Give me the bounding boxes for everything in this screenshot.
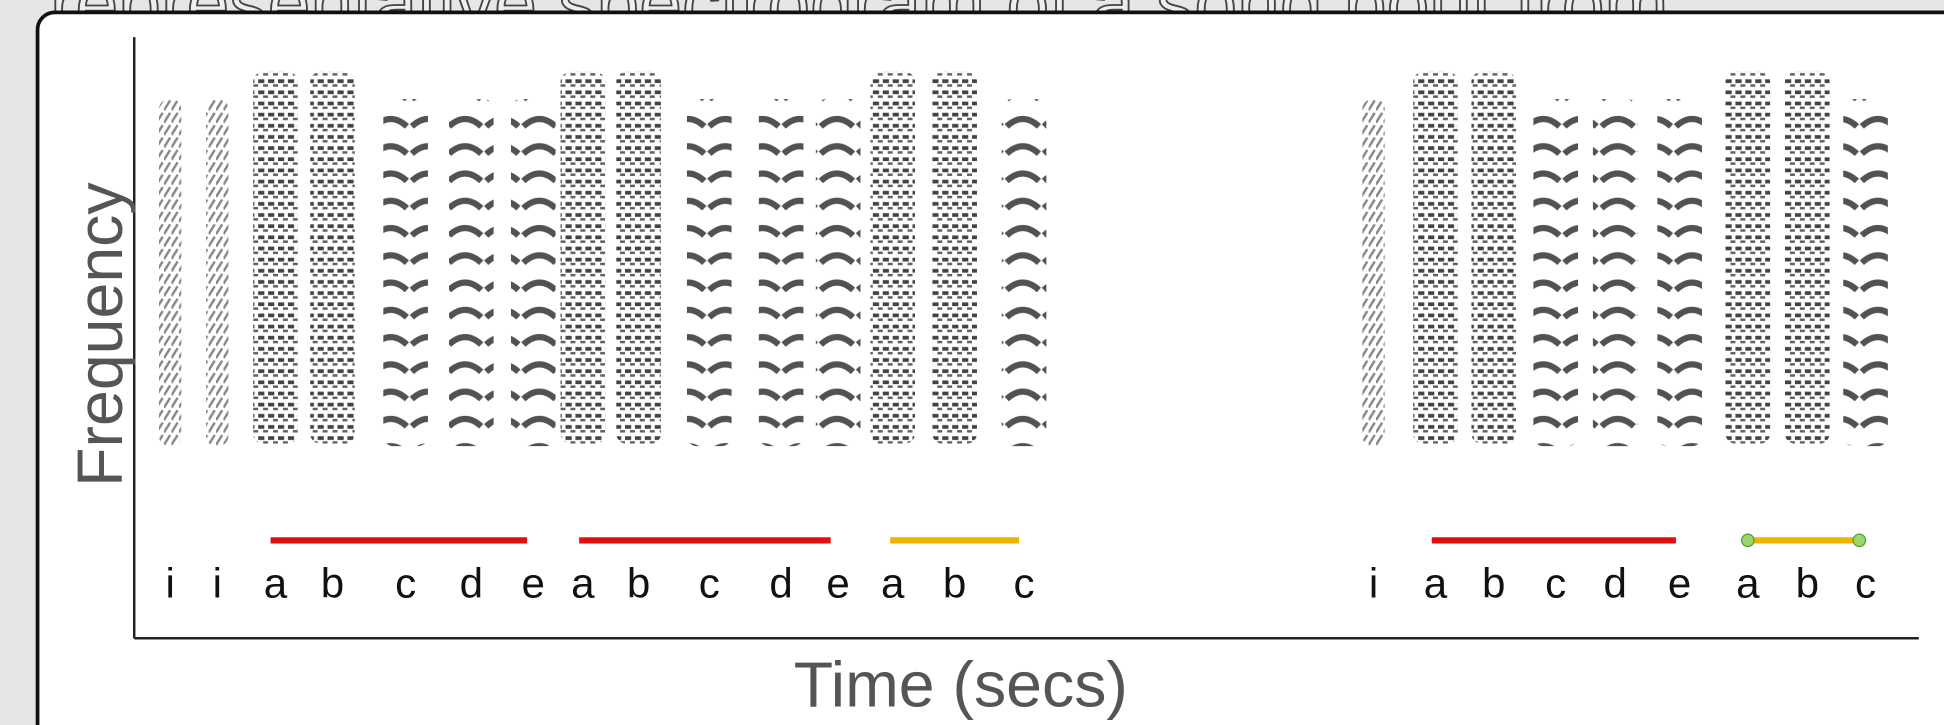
syllable-label: a [881, 559, 905, 606]
syllable-label: c [395, 559, 416, 606]
syllable-spectrum [1657, 99, 1702, 447]
syllable-spectrum [1533, 99, 1579, 447]
syllable-label: e [522, 559, 545, 606]
syllable-label: b [1482, 559, 1505, 606]
syllable-spectrum [449, 99, 494, 447]
syllable-spectrum [1362, 99, 1385, 447]
syllable-spectrum [159, 99, 182, 447]
syllable-spectrum [510, 99, 556, 447]
x-axis-label: Time (secs) [794, 648, 1128, 720]
syllable-label: c [699, 559, 720, 606]
syllable-label: b [1796, 559, 1819, 606]
syllable-spectrum [1471, 71, 1517, 444]
syllable-label: e [826, 559, 849, 606]
syllable-label: a [571, 559, 595, 606]
syllable-spectrum [1413, 71, 1458, 444]
syllable-label: c [1855, 559, 1876, 606]
syllable-label: i [165, 559, 174, 606]
y-axis-label: Frequency [64, 182, 136, 487]
syllable-spectrum [758, 99, 804, 447]
syllable-label: d [1603, 559, 1626, 606]
syllable-spectrum [686, 99, 732, 447]
syllable-label: b [321, 559, 344, 606]
syllable-spectrum [1784, 71, 1830, 444]
handle[interactable] [1740, 533, 1755, 548]
syllable-spectrum [383, 99, 428, 447]
syllable-spectrum [815, 99, 861, 447]
syllable-label: a [1424, 559, 1448, 606]
syllable-label: b [627, 559, 650, 606]
syllable-label: b [943, 559, 966, 606]
spectrogram [159, 71, 1888, 447]
syllable-spectrum [1843, 99, 1888, 447]
syllable-spectrum [253, 71, 298, 444]
syllable-label: a [264, 559, 288, 606]
syllable-label: d [460, 559, 483, 606]
syllable-spectrum [1592, 99, 1638, 447]
syllable-spectrum [310, 71, 355, 444]
syllable-label: e [1668, 559, 1691, 606]
syllable-spectrum [560, 71, 606, 444]
handle[interactable] [1852, 533, 1867, 548]
motif-bars [270, 533, 1867, 548]
syllable-spectrum [1001, 99, 1047, 447]
syllable-label: c [1545, 559, 1566, 606]
syllable-label: a [1736, 559, 1760, 606]
syllable-label: i [1369, 559, 1378, 606]
syllable-spectrum [932, 71, 977, 444]
syllable-spectrum [616, 71, 661, 444]
syllable-spectrum [870, 71, 915, 444]
syllable-label: c [1014, 559, 1035, 606]
syllable-spectrum [1725, 71, 1771, 444]
syllable-label: d [769, 559, 792, 606]
syllable-spectrum [206, 99, 229, 447]
syllable-label: i [213, 559, 222, 606]
